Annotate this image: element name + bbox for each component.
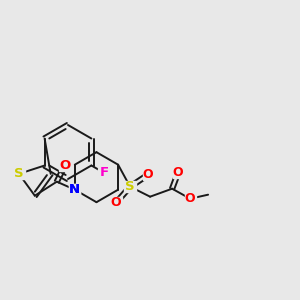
Bar	[172, 167, 184, 178]
Bar	[12, 168, 26, 179]
Text: S: S	[14, 167, 24, 180]
Bar	[98, 167, 110, 178]
Text: N: N	[69, 183, 80, 196]
Bar	[69, 184, 80, 195]
Bar	[69, 184, 80, 195]
Bar	[124, 181, 136, 192]
Bar	[111, 197, 122, 208]
Text: O: O	[173, 166, 183, 179]
Text: O: O	[185, 192, 195, 205]
Bar	[142, 169, 154, 180]
Bar	[184, 193, 196, 204]
Text: O: O	[59, 159, 70, 172]
Bar	[59, 160, 70, 171]
Text: O: O	[111, 196, 122, 209]
Text: N: N	[69, 183, 80, 196]
Text: F: F	[100, 167, 109, 179]
Text: S: S	[125, 180, 135, 193]
Text: O: O	[143, 168, 153, 181]
